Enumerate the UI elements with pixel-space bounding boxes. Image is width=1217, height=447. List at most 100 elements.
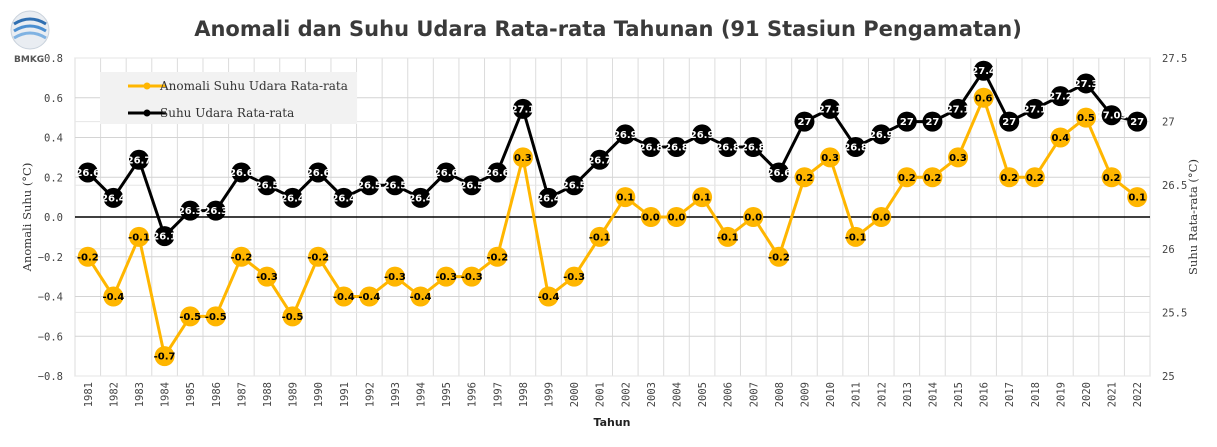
data-label: 26.9 — [690, 130, 715, 141]
data-point — [845, 137, 866, 158]
x-tick: 1990 — [313, 382, 325, 407]
y-tick-right: 25.5 — [1162, 307, 1187, 319]
data-label: 26.5 — [255, 181, 280, 192]
data-label: 27.4 — [971, 66, 996, 77]
y-tick-right: 25 — [1162, 371, 1175, 383]
logo-text: BMKG — [14, 55, 44, 65]
y-tick-left: 0.2 — [44, 172, 63, 184]
x-tick: 1998 — [518, 382, 530, 407]
data-point — [359, 286, 380, 307]
data-point — [794, 111, 815, 132]
x-axis-label: Tahun — [593, 416, 630, 429]
x-tick: 1995 — [441, 382, 453, 407]
data-point — [743, 207, 764, 227]
data-label: 26.6 — [229, 168, 254, 179]
x-tick: 1987 — [236, 382, 248, 407]
data-point — [461, 266, 482, 287]
data-point — [410, 286, 431, 307]
data-label: 26.3 — [203, 206, 228, 217]
data-point — [461, 175, 482, 196]
data-point — [1076, 73, 1097, 94]
data-label: 26.6 — [434, 168, 459, 179]
data-point — [77, 246, 98, 267]
data-label: 27.1 — [946, 104, 971, 115]
data-point — [615, 124, 636, 145]
x-tick: 1984 — [160, 382, 172, 407]
data-label: -0.4 — [410, 292, 432, 303]
data-point — [615, 187, 636, 208]
series-temperature: 26.626.426.726.126.3 26.326.626.526.426.6… — [75, 60, 1148, 247]
data-label: 0.2 — [1000, 173, 1018, 184]
data-label: 27 — [798, 117, 812, 128]
data-point — [640, 207, 661, 227]
data-point — [512, 147, 533, 168]
data-label: -0.1 — [589, 232, 611, 243]
data-point — [896, 111, 917, 132]
data-label: 26.9 — [613, 130, 638, 141]
data-label: 0.3 — [949, 153, 967, 164]
y-tick-left: 0.8 — [44, 53, 63, 65]
x-tick: 1983 — [134, 382, 146, 407]
x-tick: 2008 — [774, 382, 786, 407]
y-tick-left: −0.4 — [38, 292, 63, 304]
y-tick-right: 26.5 — [1162, 180, 1187, 192]
x-tick: 2010 — [825, 382, 837, 407]
data-point — [743, 137, 764, 158]
data-point — [922, 167, 943, 188]
x-tick: 2021 — [1107, 382, 1119, 407]
data-point — [896, 167, 917, 188]
data-point — [666, 137, 687, 158]
bmkg-logo: BMKG — [10, 10, 50, 65]
data-label: 0.0 — [744, 213, 762, 224]
x-tick: 1996 — [467, 382, 479, 407]
data-label: -0.3 — [384, 272, 406, 283]
data-point — [692, 124, 713, 145]
data-label: 0.0 — [872, 213, 890, 224]
data-label: -0.4 — [538, 292, 560, 303]
data-point — [1076, 107, 1097, 128]
data-label: 26.5 — [357, 181, 382, 192]
data-label: 26.8 — [639, 143, 664, 154]
x-tick: 2002 — [620, 382, 632, 407]
x-tick: 1985 — [185, 382, 197, 407]
data-label: 27 — [900, 117, 914, 128]
data-point — [308, 162, 329, 183]
data-label: 26.6 — [75, 168, 100, 179]
data-label: 0.0 — [642, 213, 660, 224]
data-point — [256, 266, 277, 287]
data-label: -0.1 — [128, 232, 150, 243]
data-point — [154, 346, 175, 367]
data-label: 26.5 — [562, 181, 587, 192]
x-tick: 1982 — [108, 382, 120, 407]
data-label: 26.1 — [152, 232, 177, 243]
data-point — [871, 207, 892, 227]
x-tick: 2011 — [851, 382, 863, 407]
x-tick: 1997 — [492, 382, 504, 407]
data-point — [564, 175, 585, 196]
y-tick-left: 0.6 — [44, 93, 63, 105]
data-label: -0.3 — [461, 272, 483, 283]
data-label: 26.3 — [178, 206, 203, 217]
data-point — [77, 162, 98, 183]
data-point — [538, 187, 559, 208]
data-point — [333, 286, 354, 307]
y-tick-left: 0.4 — [44, 133, 63, 145]
data-label: -0.3 — [435, 272, 457, 283]
data-label: 26.8 — [664, 143, 689, 154]
data-point — [564, 266, 585, 287]
data-point — [103, 286, 124, 307]
data-label: 26.8 — [843, 143, 868, 154]
data-point — [1127, 187, 1148, 208]
data-label: 26.4 — [536, 193, 561, 204]
data-label: -0.2 — [77, 252, 99, 263]
data-point — [231, 246, 252, 267]
series-layer: -0.2-0.4-0.1-0.7-0.5 -0.5-0.2-0.3-0.5-0.2… — [75, 60, 1148, 367]
data-label: 27.1 — [1022, 104, 1047, 115]
data-point — [999, 111, 1020, 132]
data-point — [180, 200, 201, 221]
x-tick: 2009 — [799, 382, 811, 407]
data-point — [820, 147, 841, 168]
y-tick-left: −0.6 — [38, 331, 63, 343]
data-point — [512, 98, 533, 119]
